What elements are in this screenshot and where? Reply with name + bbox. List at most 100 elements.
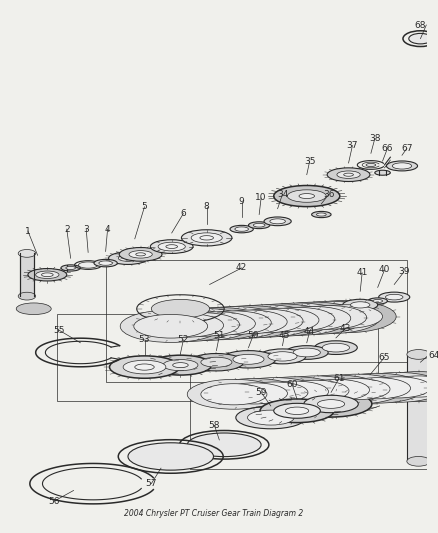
Ellipse shape bbox=[166, 245, 177, 248]
Ellipse shape bbox=[258, 349, 305, 364]
Ellipse shape bbox=[378, 292, 409, 302]
Text: 68: 68 bbox=[414, 21, 425, 29]
Text: 52: 52 bbox=[177, 335, 189, 344]
Ellipse shape bbox=[66, 266, 75, 270]
Ellipse shape bbox=[119, 247, 162, 261]
Ellipse shape bbox=[343, 173, 353, 176]
Ellipse shape bbox=[303, 379, 369, 400]
Ellipse shape bbox=[298, 193, 314, 198]
Ellipse shape bbox=[311, 212, 330, 217]
Ellipse shape bbox=[165, 313, 239, 336]
Ellipse shape bbox=[123, 360, 166, 374]
Ellipse shape bbox=[18, 292, 35, 300]
Ellipse shape bbox=[248, 377, 341, 407]
Ellipse shape bbox=[213, 310, 286, 334]
Ellipse shape bbox=[364, 377, 430, 398]
Ellipse shape bbox=[94, 260, 117, 267]
Ellipse shape bbox=[408, 34, 431, 44]
Text: 45: 45 bbox=[278, 330, 290, 340]
Ellipse shape bbox=[269, 219, 285, 224]
Ellipse shape bbox=[268, 376, 362, 406]
Ellipse shape bbox=[344, 378, 410, 399]
Ellipse shape bbox=[162, 360, 198, 371]
Ellipse shape bbox=[152, 308, 252, 341]
Ellipse shape bbox=[282, 380, 348, 401]
Ellipse shape bbox=[316, 213, 325, 216]
Text: 44: 44 bbox=[304, 327, 314, 336]
Ellipse shape bbox=[273, 185, 339, 207]
Ellipse shape bbox=[134, 314, 207, 338]
Text: 40: 40 bbox=[378, 265, 389, 274]
Ellipse shape bbox=[172, 362, 188, 368]
Ellipse shape bbox=[191, 233, 222, 243]
Ellipse shape bbox=[118, 255, 138, 261]
Ellipse shape bbox=[303, 395, 357, 413]
Ellipse shape bbox=[406, 456, 429, 466]
Text: 55: 55 bbox=[53, 326, 64, 335]
Ellipse shape bbox=[371, 372, 438, 401]
Text: 59: 59 bbox=[255, 388, 266, 397]
Text: 66: 66 bbox=[381, 144, 392, 153]
Ellipse shape bbox=[221, 383, 287, 404]
Ellipse shape bbox=[385, 294, 402, 300]
Ellipse shape bbox=[184, 306, 284, 339]
Ellipse shape bbox=[248, 222, 269, 229]
Ellipse shape bbox=[385, 161, 417, 171]
Ellipse shape bbox=[308, 305, 381, 328]
Text: 2004 Chrysler PT Cruiser Gear Train Diagram 2: 2004 Chrysler PT Cruiser Gear Train Diag… bbox=[124, 508, 303, 518]
Text: 56: 56 bbox=[48, 497, 60, 506]
Text: 42: 42 bbox=[236, 263, 247, 272]
Ellipse shape bbox=[263, 302, 364, 335]
Ellipse shape bbox=[285, 346, 327, 359]
Ellipse shape bbox=[287, 190, 325, 202]
Ellipse shape bbox=[215, 305, 316, 337]
Text: 8: 8 bbox=[203, 202, 209, 211]
Ellipse shape bbox=[285, 407, 308, 415]
Ellipse shape bbox=[342, 300, 377, 311]
Ellipse shape bbox=[149, 355, 211, 375]
Ellipse shape bbox=[276, 306, 350, 330]
Ellipse shape bbox=[235, 406, 305, 429]
Ellipse shape bbox=[365, 164, 375, 166]
Ellipse shape bbox=[244, 308, 318, 332]
Ellipse shape bbox=[228, 377, 321, 407]
Ellipse shape bbox=[149, 313, 223, 337]
Ellipse shape bbox=[158, 242, 185, 251]
Ellipse shape bbox=[406, 350, 429, 359]
Ellipse shape bbox=[109, 356, 179, 378]
Ellipse shape bbox=[241, 382, 307, 403]
Text: 2: 2 bbox=[64, 224, 69, 233]
Ellipse shape bbox=[273, 403, 320, 418]
Text: 58: 58 bbox=[208, 421, 220, 430]
Ellipse shape bbox=[136, 309, 237, 342]
Ellipse shape bbox=[135, 253, 145, 256]
Text: 6: 6 bbox=[180, 209, 186, 218]
Text: 9: 9 bbox=[238, 197, 244, 206]
Ellipse shape bbox=[262, 381, 328, 402]
Ellipse shape bbox=[181, 312, 255, 335]
Text: 5: 5 bbox=[141, 202, 147, 211]
Text: 35: 35 bbox=[303, 157, 315, 166]
Ellipse shape bbox=[120, 310, 221, 342]
Text: 51: 51 bbox=[213, 332, 225, 341]
Ellipse shape bbox=[372, 300, 381, 303]
Ellipse shape bbox=[234, 227, 248, 231]
Text: 64: 64 bbox=[427, 351, 438, 360]
Ellipse shape bbox=[314, 341, 357, 354]
Ellipse shape bbox=[247, 303, 348, 335]
Text: 53: 53 bbox=[138, 335, 150, 344]
Ellipse shape bbox=[434, 24, 438, 30]
Text: 50: 50 bbox=[247, 330, 258, 340]
Ellipse shape bbox=[261, 308, 334, 331]
Ellipse shape bbox=[199, 305, 300, 338]
Ellipse shape bbox=[326, 168, 369, 182]
Ellipse shape bbox=[233, 354, 263, 364]
Ellipse shape bbox=[187, 379, 280, 409]
Text: 37: 37 bbox=[346, 141, 357, 150]
Ellipse shape bbox=[253, 223, 265, 227]
Ellipse shape bbox=[290, 391, 371, 417]
Ellipse shape bbox=[289, 375, 382, 405]
Ellipse shape bbox=[201, 384, 266, 405]
Text: 34: 34 bbox=[276, 190, 287, 199]
Text: 41: 41 bbox=[356, 268, 367, 277]
